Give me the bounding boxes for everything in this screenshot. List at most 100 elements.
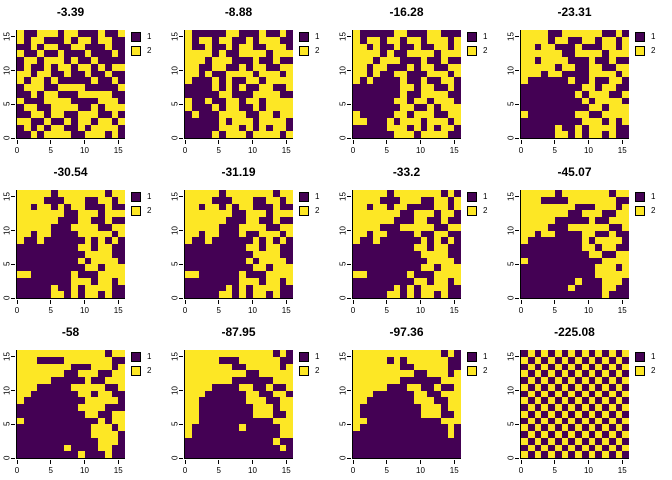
heatmap-cell: [64, 223, 71, 231]
heatmap-cell: [252, 30, 260, 37]
heatmap-cell: [434, 350, 441, 357]
y-axis-tick-label: 0: [2, 135, 12, 141]
heatmap-cell: [561, 70, 569, 78]
heatmap-cell: [608, 237, 616, 244]
heatmap-cell: [527, 237, 535, 244]
heatmap-cell: [588, 444, 596, 452]
heatmap-cell: [420, 284, 428, 292]
heatmap-cell: [218, 370, 226, 377]
y-axis-tick-label: 5: [2, 422, 12, 427]
heatmap-cell: [118, 196, 125, 204]
heatmap-cell: [447, 196, 455, 204]
heatmap-cell: [413, 196, 421, 204]
heatmap-cell: [561, 196, 569, 204]
y-axis-tick: [179, 70, 183, 71]
heatmap-cell: [118, 223, 125, 231]
heatmap-cell: [420, 63, 428, 71]
y-axis-tick: [179, 297, 183, 299]
heatmap-cell: [218, 217, 226, 224]
heatmap-cell: [393, 410, 401, 418]
heatmap-cell: [622, 356, 629, 364]
heatmap-cell: [359, 196, 367, 204]
heatmap-cell: [37, 291, 44, 298]
heatmap-cell: [454, 30, 461, 37]
heatmap-cell: [554, 203, 562, 211]
heatmap-cell: [232, 390, 239, 398]
heatmap-cell: [581, 63, 589, 71]
heatmap-cell: [259, 104, 266, 111]
heatmap-cell: [23, 410, 31, 418]
heatmap-cell: [554, 230, 562, 238]
heatmap-cell: [245, 124, 253, 132]
heatmap-cell: [104, 244, 112, 251]
heatmap-cell: [454, 291, 461, 298]
heatmap-cell: [205, 124, 212, 132]
x-axis-tick-label: 5: [552, 306, 557, 315]
legend-swatch: [299, 192, 309, 202]
heatmap-cell: [239, 410, 246, 418]
heatmap-cell: [534, 77, 542, 84]
heatmap-cell: [50, 90, 58, 98]
heatmap-cell: [64, 70, 71, 78]
heatmap-cell: [427, 196, 434, 204]
heatmap-cell: [568, 97, 575, 105]
heatmap-cell: [71, 196, 78, 204]
heatmap-cell: [393, 131, 401, 138]
heatmap-cell: [420, 196, 428, 204]
heatmap-cell: [57, 451, 65, 458]
x-axis-tick-label: 0: [14, 466, 20, 475]
heatmap-cell: [407, 210, 414, 217]
heatmap-cell: [373, 131, 380, 138]
heatmap-cell: [434, 230, 441, 238]
heatmap-cell: [212, 370, 219, 377]
heatmap-cell: [521, 250, 528, 258]
heatmap-cell: [608, 370, 616, 377]
heatmap-cell: [521, 237, 528, 244]
heatmap-cell: [527, 404, 535, 411]
y-axis-tick-label: 15: [170, 32, 180, 42]
heatmap-cell: [575, 271, 582, 278]
heatmap-cell: [198, 284, 206, 292]
heatmap-cell: [581, 77, 589, 84]
heatmap-cell: [17, 417, 24, 425]
heatmap-cell: [588, 397, 596, 404]
heatmap-cell: [373, 50, 380, 57]
heatmap-cell: [581, 424, 589, 431]
heatmap-cell: [37, 410, 44, 418]
legend-swatch: [131, 366, 141, 376]
heatmap-cell: [581, 43, 589, 51]
heatmap-cell: [23, 203, 31, 211]
heatmap-cell: [77, 217, 85, 224]
heatmap-cell: [420, 431, 428, 438]
heatmap-cell: [279, 284, 287, 292]
heatmap-cell: [454, 244, 461, 251]
heatmap-cell: [77, 250, 85, 258]
heatmap-cell: [602, 437, 609, 445]
x-axis-tick: [50, 300, 52, 304]
heatmap-cell: [30, 424, 38, 431]
heatmap-cell: [50, 63, 58, 71]
heatmap-cell: [393, 383, 401, 391]
heatmap-cell: [239, 451, 246, 458]
y-axis-tick-label: 10: [506, 66, 516, 75]
heatmap-cell: [386, 124, 394, 132]
heatmap-cell: [602, 190, 609, 197]
heatmap-cell: [191, 451, 199, 458]
heatmap-cell: [454, 397, 461, 404]
heatmap-cell: [554, 84, 562, 91]
heatmap-cell: [380, 70, 387, 78]
heatmap-cell: [575, 277, 582, 285]
heatmap-cell: [218, 57, 226, 64]
heatmap-cell: [23, 131, 31, 138]
heatmap-cell: [286, 404, 293, 411]
heatmap-cell: [615, 36, 623, 44]
heatmap-cell: [615, 417, 623, 425]
heatmap-cell: [420, 271, 428, 278]
heatmap-cell: [185, 383, 192, 391]
heatmap-cell: [575, 97, 582, 105]
heatmap-cell: [245, 397, 253, 404]
heatmap-cell: [373, 36, 380, 44]
heatmap-cell: [359, 370, 367, 377]
heatmap-cell: [279, 70, 287, 78]
heatmap-cell: [373, 383, 380, 391]
